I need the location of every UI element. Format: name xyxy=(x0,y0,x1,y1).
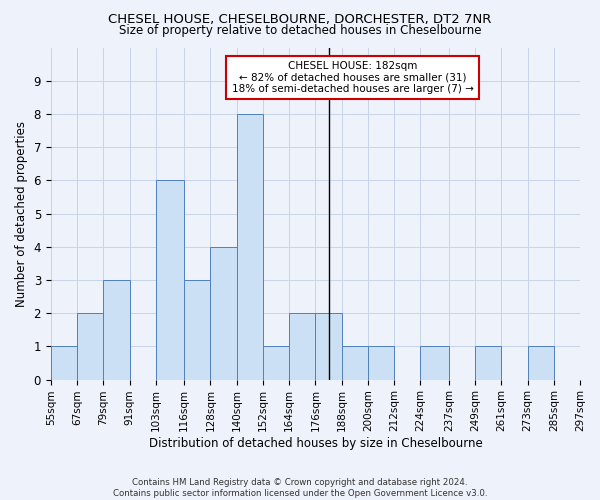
Bar xyxy=(289,313,316,380)
Text: Size of property relative to detached houses in Cheselbourne: Size of property relative to detached ho… xyxy=(119,24,481,37)
X-axis label: Distribution of detached houses by size in Cheselbourne: Distribution of detached houses by size … xyxy=(149,437,482,450)
Bar xyxy=(211,247,236,380)
Bar xyxy=(103,280,130,380)
Bar xyxy=(316,313,341,380)
Bar xyxy=(77,313,103,380)
Bar xyxy=(580,346,600,380)
Bar xyxy=(236,114,263,380)
Bar xyxy=(527,346,554,380)
Text: Contains HM Land Registry data © Crown copyright and database right 2024.
Contai: Contains HM Land Registry data © Crown c… xyxy=(113,478,487,498)
Bar xyxy=(156,180,184,380)
Bar xyxy=(475,346,501,380)
Bar xyxy=(184,280,211,380)
Bar xyxy=(263,346,289,380)
Y-axis label: Number of detached properties: Number of detached properties xyxy=(15,120,28,306)
Text: CHESEL HOUSE: 182sqm
← 82% of detached houses are smaller (31)
18% of semi-detac: CHESEL HOUSE: 182sqm ← 82% of detached h… xyxy=(232,61,473,94)
Text: CHESEL HOUSE, CHESELBOURNE, DORCHESTER, DT2 7NR: CHESEL HOUSE, CHESELBOURNE, DORCHESTER, … xyxy=(109,12,491,26)
Bar xyxy=(421,346,449,380)
Bar xyxy=(51,346,77,380)
Bar xyxy=(368,346,394,380)
Bar xyxy=(341,346,368,380)
